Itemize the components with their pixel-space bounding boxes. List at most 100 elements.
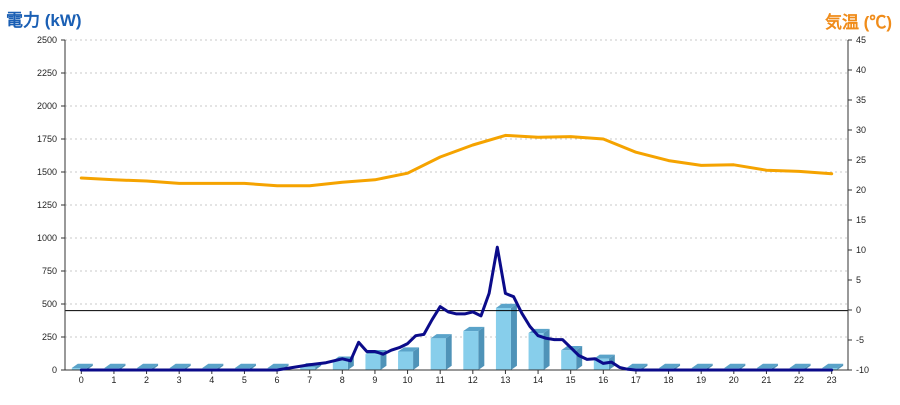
bar-side bbox=[706, 363, 713, 370]
bar bbox=[593, 358, 609, 370]
x-tick-label: 23 bbox=[827, 375, 837, 385]
x-tick-label: 11 bbox=[436, 375, 445, 385]
x-tick-label: 18 bbox=[664, 375, 674, 385]
bar-side bbox=[184, 363, 191, 370]
x-tick-label: 2 bbox=[144, 375, 149, 385]
x-tick-label: 9 bbox=[372, 375, 377, 385]
bar-side bbox=[86, 363, 93, 370]
bar-side bbox=[804, 363, 811, 370]
bar-top bbox=[234, 363, 256, 368]
x-tick-label: 21 bbox=[761, 375, 771, 385]
left-tick-label: 1250 bbox=[37, 200, 57, 210]
x-tick-label: 8 bbox=[340, 375, 345, 385]
bar bbox=[71, 368, 87, 370]
bar-side bbox=[445, 334, 452, 370]
x-tick-label: 13 bbox=[500, 375, 510, 385]
x-tick-label: 6 bbox=[275, 375, 280, 385]
bar-top bbox=[495, 303, 517, 308]
right-tick-label: 25 bbox=[856, 155, 866, 165]
bar-top bbox=[691, 363, 713, 368]
bar-top bbox=[169, 363, 191, 368]
x-tick-label: 14 bbox=[533, 375, 543, 385]
x-tick-label: 3 bbox=[177, 375, 182, 385]
right-tick-label: -10 bbox=[856, 365, 869, 375]
bar-side bbox=[674, 363, 681, 370]
x-tick-label: 10 bbox=[403, 375, 413, 385]
bar-side bbox=[543, 328, 550, 370]
x-tick-label: 19 bbox=[696, 375, 706, 385]
bar-side bbox=[739, 363, 746, 370]
bar bbox=[463, 331, 479, 370]
left-tick-label: 500 bbox=[42, 299, 57, 309]
right-tick-label: -5 bbox=[856, 335, 864, 345]
bar-top bbox=[202, 363, 224, 368]
x-tick-label: 16 bbox=[598, 375, 608, 385]
bar-side bbox=[413, 347, 420, 370]
x-tick-label: 17 bbox=[631, 375, 641, 385]
bar-top bbox=[267, 363, 289, 368]
x-tick-label: 12 bbox=[468, 375, 478, 385]
left-tick-label: 2000 bbox=[37, 101, 57, 111]
bar-top bbox=[756, 363, 778, 368]
bar bbox=[332, 360, 348, 370]
right-tick-label: 30 bbox=[856, 125, 866, 135]
bar-side bbox=[217, 363, 224, 370]
power-line bbox=[79, 245, 834, 372]
bar-top bbox=[398, 347, 420, 352]
right-tick-label: 35 bbox=[856, 95, 866, 105]
x-tick-label: 15 bbox=[566, 375, 576, 385]
left-tick-label: 1500 bbox=[37, 167, 57, 177]
bar-top bbox=[789, 363, 811, 368]
right-tick-label: 0 bbox=[856, 305, 861, 315]
left-tick-label: 0 bbox=[52, 365, 57, 375]
bar-top bbox=[724, 363, 746, 368]
bar-top bbox=[104, 363, 126, 368]
left-tick-label: 250 bbox=[42, 332, 57, 342]
bar-side bbox=[478, 326, 485, 370]
left-tick-label: 1000 bbox=[37, 233, 57, 243]
bar bbox=[398, 351, 414, 370]
left-tick-label: 1750 bbox=[37, 134, 57, 144]
x-tick-label: 4 bbox=[209, 375, 214, 385]
x-tick-label: 22 bbox=[794, 375, 804, 385]
bar bbox=[495, 307, 511, 370]
bar-side bbox=[771, 363, 778, 370]
bar-side bbox=[249, 363, 256, 370]
right-tick-label: 15 bbox=[856, 215, 866, 225]
right-tick-label: 40 bbox=[856, 65, 866, 75]
bar-top bbox=[137, 363, 159, 368]
x-tick-label: 20 bbox=[729, 375, 739, 385]
x-tick-label: 7 bbox=[307, 375, 312, 385]
left-tick-label: 2250 bbox=[37, 68, 57, 78]
x-tick-label: 5 bbox=[242, 375, 247, 385]
x-tick-label: 0 bbox=[79, 375, 84, 385]
left-axis-label: 電力 (kW) bbox=[6, 11, 82, 30]
left-tick-label: 750 bbox=[42, 266, 57, 276]
bar bbox=[561, 350, 577, 370]
bar-side bbox=[152, 363, 159, 370]
bar-top bbox=[593, 354, 615, 359]
bar-side bbox=[641, 363, 648, 370]
right-tick-label: 5 bbox=[856, 275, 861, 285]
right-axis-label: 気温 (℃) bbox=[824, 13, 892, 32]
temperature-line bbox=[79, 133, 834, 188]
bar bbox=[430, 338, 446, 370]
bar-top bbox=[430, 334, 452, 339]
left-tick-label: 2500 bbox=[37, 35, 57, 45]
x-tick-label: 1 bbox=[111, 375, 116, 385]
bar-top bbox=[659, 363, 681, 368]
bar-side bbox=[576, 346, 583, 370]
right-tick-label: 20 bbox=[856, 185, 866, 195]
bar bbox=[528, 333, 544, 370]
right-tick-label: 45 bbox=[856, 35, 866, 45]
bar-top bbox=[626, 363, 648, 368]
bar-side bbox=[510, 303, 517, 370]
bar-side bbox=[119, 363, 126, 370]
bar bbox=[300, 367, 316, 370]
bar-top bbox=[822, 363, 844, 368]
bar-top bbox=[71, 363, 93, 368]
right-tick-label: 10 bbox=[856, 245, 866, 255]
bar-side bbox=[837, 363, 844, 370]
